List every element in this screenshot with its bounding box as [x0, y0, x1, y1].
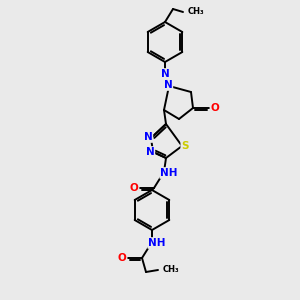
- Text: CH₃: CH₃: [163, 266, 180, 274]
- Text: N: N: [146, 147, 154, 157]
- Text: O: O: [118, 253, 126, 263]
- Text: O: O: [211, 103, 219, 113]
- Text: O: O: [130, 183, 138, 193]
- Text: N: N: [164, 80, 172, 90]
- Text: NH: NH: [160, 168, 178, 178]
- Text: NH: NH: [148, 238, 166, 248]
- Text: CH₃: CH₃: [188, 8, 205, 16]
- Text: N: N: [144, 132, 152, 142]
- Text: S: S: [181, 141, 189, 151]
- Text: N: N: [160, 69, 169, 79]
